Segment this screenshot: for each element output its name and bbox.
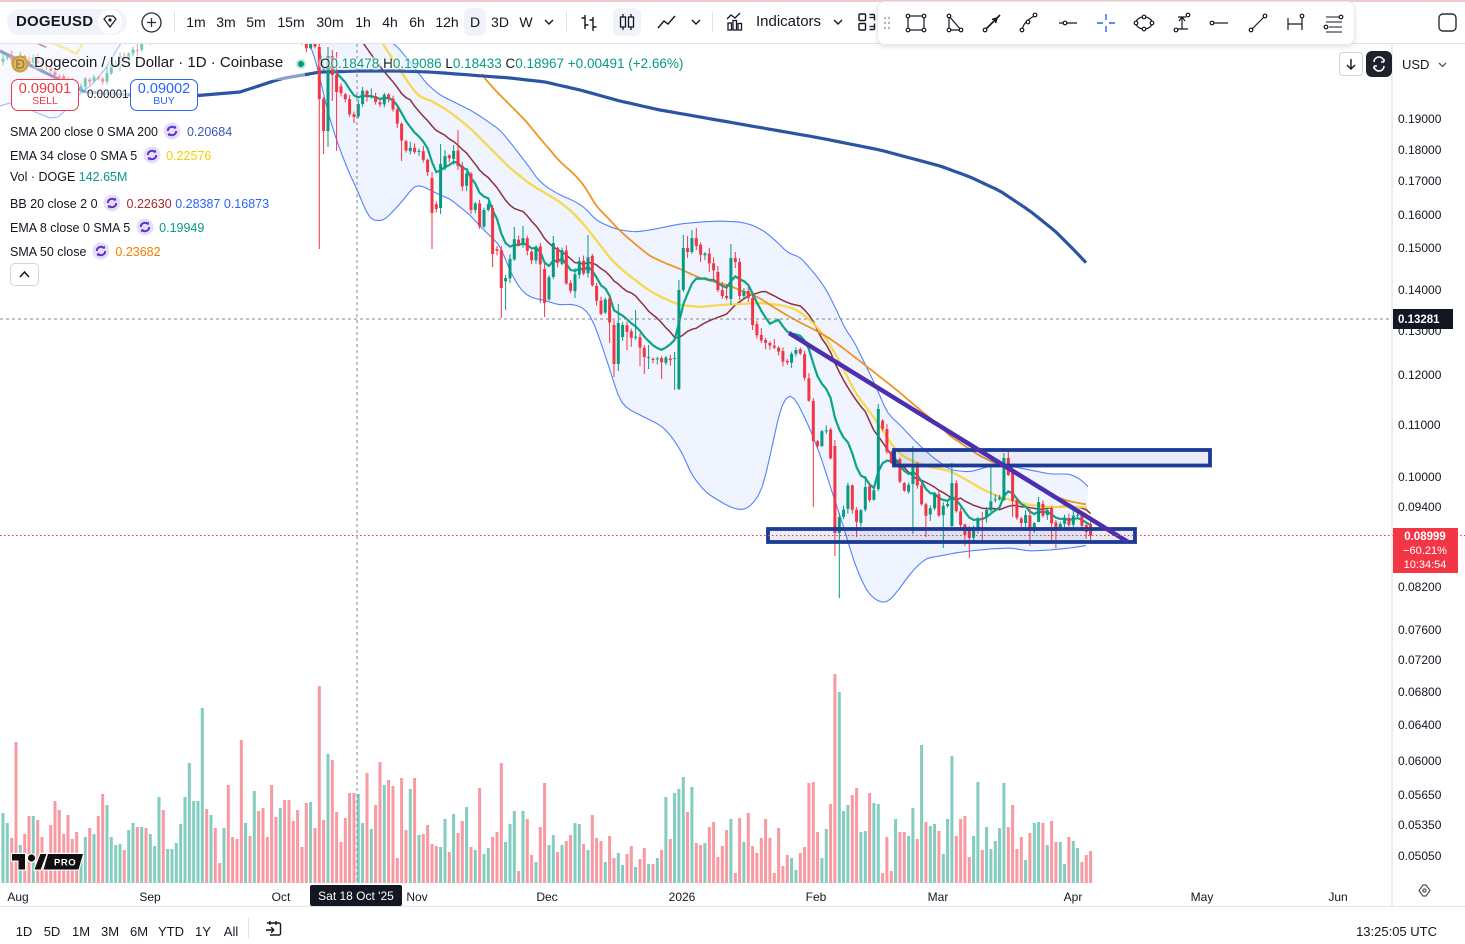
svg-text:Sep: Sep	[139, 890, 161, 904]
svg-text:0.10000: 0.10000	[1398, 470, 1442, 484]
svg-text:Apr: Apr	[1064, 890, 1083, 904]
svg-text:May: May	[1191, 890, 1214, 904]
svg-text:Dec: Dec	[536, 890, 557, 904]
svg-text:2026: 2026	[669, 890, 696, 904]
svg-text:Sat 18 Oct '25: Sat 18 Oct '25	[318, 889, 394, 903]
svg-text:Mar: Mar	[928, 890, 949, 904]
svg-text:0.15000: 0.15000	[1398, 241, 1442, 255]
svg-text:0.08999: 0.08999	[1404, 531, 1446, 543]
svg-text:PRO: PRO	[54, 858, 76, 869]
svg-text:0.19000: 0.19000	[1398, 112, 1442, 126]
svg-text:0.09400: 0.09400	[1398, 500, 1442, 514]
svg-text:0.16000: 0.16000	[1398, 208, 1442, 222]
svg-text:0.11000: 0.11000	[1398, 418, 1441, 432]
svg-text:0.06400: 0.06400	[1398, 718, 1442, 732]
svg-text:0.07600: 0.07600	[1398, 623, 1442, 637]
svg-text:0.05650: 0.05650	[1398, 788, 1442, 802]
svg-text:0.17000: 0.17000	[1398, 174, 1442, 188]
svg-text:Oct: Oct	[272, 890, 291, 904]
svg-text:Feb: Feb	[806, 890, 827, 904]
svg-text:0.18000: 0.18000	[1398, 143, 1442, 157]
svg-text:−60.21%: −60.21%	[1403, 545, 1447, 557]
svg-text:0.06000: 0.06000	[1398, 754, 1442, 768]
svg-text:0.14000: 0.14000	[1398, 283, 1442, 297]
svg-text:0.13281: 0.13281	[1398, 314, 1440, 326]
svg-text:0.05350: 0.05350	[1398, 818, 1442, 832]
svg-text:10:34:54: 10:34:54	[1404, 559, 1447, 571]
svg-text:Aug: Aug	[7, 890, 28, 904]
svg-text:0.05050: 0.05050	[1398, 849, 1442, 863]
svg-text:0.08200: 0.08200	[1398, 580, 1442, 594]
svg-text:Jun: Jun	[1328, 890, 1347, 904]
svg-text:0.07200: 0.07200	[1398, 653, 1442, 667]
svg-text:Nov: Nov	[406, 890, 427, 904]
svg-text:0.06800: 0.06800	[1398, 685, 1442, 699]
svg-text:0.12000: 0.12000	[1398, 368, 1442, 382]
